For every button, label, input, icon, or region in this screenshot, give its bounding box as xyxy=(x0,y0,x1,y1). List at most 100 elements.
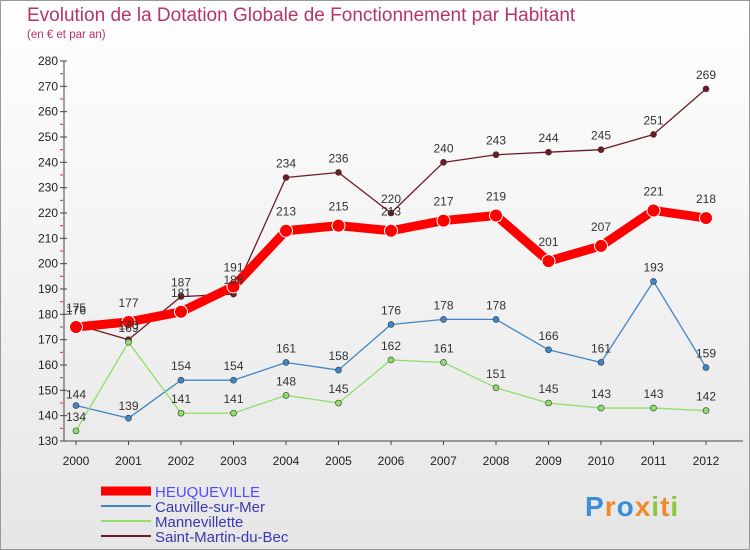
y-tick-label: 230 xyxy=(38,181,58,195)
data-point xyxy=(121,314,136,329)
data-point xyxy=(230,409,237,417)
data-point xyxy=(492,151,500,159)
data-point xyxy=(492,384,500,392)
x-tick-label: 2006 xyxy=(378,454,405,468)
data-point xyxy=(279,223,293,238)
y-tick-label: 220 xyxy=(38,206,58,220)
data-point xyxy=(72,402,80,409)
data-label: 178 xyxy=(486,298,506,312)
data-label: 187 xyxy=(171,276,191,290)
data-label: 213 xyxy=(276,205,296,219)
legend-label: Mannevillette xyxy=(155,514,243,531)
data-label: 134 xyxy=(66,410,86,424)
x-tick-label: 2011 xyxy=(641,454,667,468)
data-label: 141 xyxy=(171,392,191,406)
data-label: 144 xyxy=(66,388,86,402)
y-tick-label: 270 xyxy=(38,79,58,93)
x-tick-label: 2010 xyxy=(588,454,615,468)
data-label: 151 xyxy=(486,367,506,381)
data-point xyxy=(650,278,657,285)
data-label: 181 xyxy=(171,286,191,300)
data-point xyxy=(440,316,447,323)
data-point xyxy=(387,321,395,328)
data-label: 154 xyxy=(171,359,191,373)
data-point xyxy=(440,159,447,166)
logo-letter: r xyxy=(604,491,617,522)
data-label: 170 xyxy=(118,319,138,333)
data-point xyxy=(282,392,290,399)
data-point xyxy=(177,409,185,417)
x-tick-label: 2012 xyxy=(693,454,720,468)
data-label: 162 xyxy=(381,339,401,353)
data-label: 240 xyxy=(433,141,453,155)
data-point xyxy=(650,404,657,412)
y-tick-label: 250 xyxy=(38,130,58,144)
data-point xyxy=(597,146,605,153)
logo-letter: P xyxy=(585,491,605,522)
data-label: 234 xyxy=(276,157,296,171)
data-label: 215 xyxy=(328,200,348,214)
y-tick-label: 170 xyxy=(38,333,58,347)
logo-letter: t xyxy=(660,491,671,522)
data-label: 178 xyxy=(433,298,453,312)
data-label: 244 xyxy=(538,131,558,145)
x-tick-label: 2002 xyxy=(168,454,195,468)
data-label: 154 xyxy=(223,359,243,373)
x-tick-label: 2000 xyxy=(63,454,90,468)
data-label: 161 xyxy=(276,341,296,355)
data-label: 245 xyxy=(591,129,611,143)
data-point xyxy=(492,316,500,323)
data-label: 169 xyxy=(118,321,138,335)
data-point xyxy=(440,359,447,366)
data-label: 176 xyxy=(66,303,86,317)
data-label: 219 xyxy=(486,190,506,204)
data-label: 251 xyxy=(643,113,663,127)
data-point xyxy=(331,218,346,233)
legend-label: HEUQUEVILLE xyxy=(155,484,260,501)
legend-label: Cauville-sur-Mer xyxy=(155,499,265,516)
legend-label: Saint-Martin-du-Bec xyxy=(155,529,289,546)
proxiti-logo: Proxiti xyxy=(585,491,679,523)
data-point xyxy=(69,320,83,334)
data-label: 201 xyxy=(538,235,558,249)
logo-letter: x xyxy=(634,491,652,522)
data-point xyxy=(702,364,710,371)
data-point xyxy=(545,346,552,354)
data-label: 158 xyxy=(328,349,348,363)
data-point xyxy=(384,223,398,238)
data-label: 191 xyxy=(223,260,243,274)
data-point xyxy=(545,399,552,407)
data-label: 220 xyxy=(381,192,401,206)
y-tick-label: 280 xyxy=(38,54,58,68)
y-tick-label: 140 xyxy=(38,409,58,423)
y-tick-label: 260 xyxy=(38,105,58,119)
x-tick-label: 2009 xyxy=(535,454,562,468)
data-label: 221 xyxy=(643,184,663,198)
chart-title: Evolution de la Dotation Globale de Fonc… xyxy=(27,5,576,26)
x-tick-label: 2008 xyxy=(483,454,510,468)
data-label: 176 xyxy=(381,303,401,317)
data-label: 269 xyxy=(696,68,716,82)
data-point xyxy=(702,85,710,93)
data-point xyxy=(597,359,605,366)
data-label: 159 xyxy=(696,347,716,361)
data-label: 145 xyxy=(538,382,558,396)
data-point xyxy=(282,359,290,366)
y-tick-label: 190 xyxy=(38,282,58,296)
data-label: 145 xyxy=(328,382,348,396)
y-tick-label: 210 xyxy=(38,231,58,245)
data-point xyxy=(387,356,395,364)
data-point xyxy=(335,399,342,407)
x-tick-label: 2005 xyxy=(325,454,352,468)
data-label: 175 xyxy=(66,301,86,315)
data-point xyxy=(541,254,556,269)
data-point xyxy=(335,366,342,374)
y-tick-label: 180 xyxy=(38,307,58,321)
data-label: 143 xyxy=(643,387,663,401)
data-point xyxy=(177,293,185,300)
data-label: 193 xyxy=(643,260,663,274)
data-point xyxy=(125,414,132,422)
data-label: 148 xyxy=(276,374,296,388)
data-point xyxy=(230,376,237,384)
